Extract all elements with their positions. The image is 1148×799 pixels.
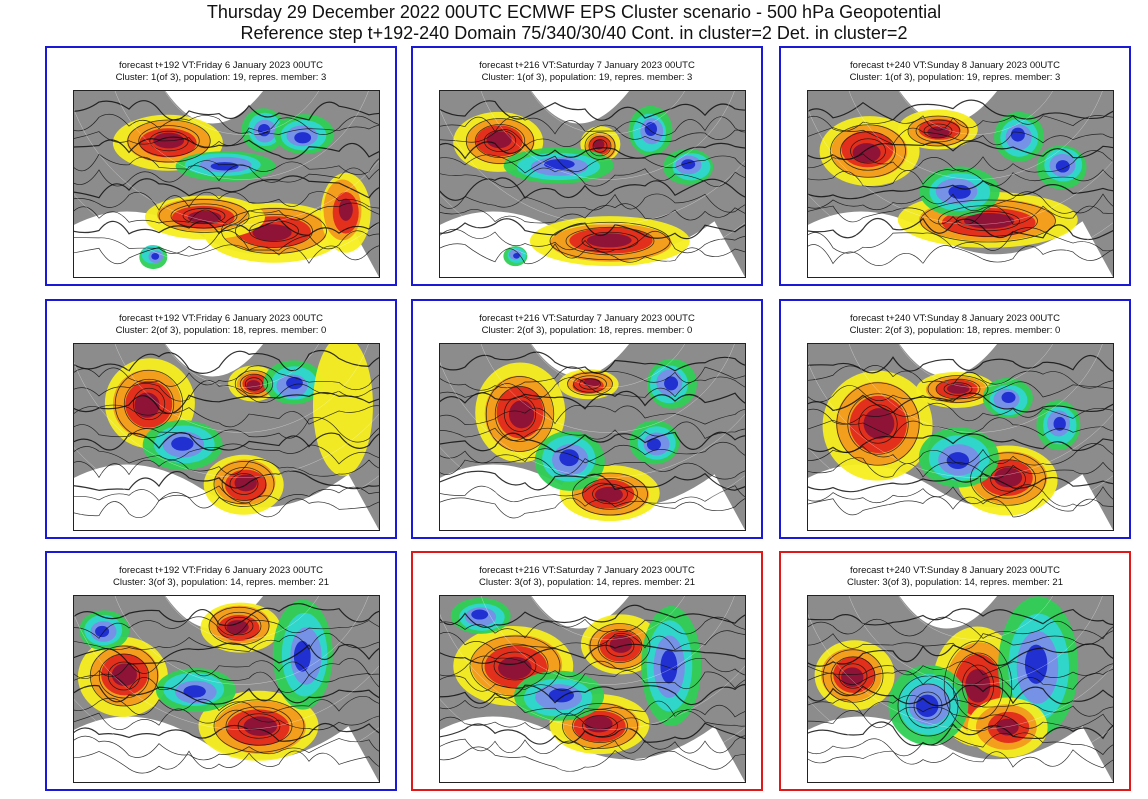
geopotential-map bbox=[807, 343, 1114, 531]
panel-cluster-label: Cluster: 3(of 3), population: 14, repres… bbox=[479, 577, 695, 588]
panel-forecast-label: forecast t+192 VT:Friday 6 January 2023 … bbox=[118, 60, 324, 71]
panel-cluster-label: Cluster: 1(of 3), population: 19, repres… bbox=[481, 72, 693, 83]
panel-cluster-label: Cluster: 2(of 3), population: 18, repres… bbox=[849, 325, 1061, 336]
panel-cluster1-t216: forecast t+216 VT:Saturday 7 January 202… bbox=[411, 46, 763, 286]
panel-cluster-label: Cluster: 3(of 3), population: 14, repres… bbox=[847, 577, 1063, 588]
panel-cluster-label: Cluster: 3(of 3), population: 14, repres… bbox=[113, 577, 329, 588]
panel-cluster3-t192: forecast t+192 VT:Friday 6 January 2023 … bbox=[45, 551, 397, 791]
geopotential-map bbox=[439, 595, 746, 783]
geopotential-map bbox=[439, 90, 746, 278]
panel-forecast-label: forecast t+216 VT:Saturday 7 January 202… bbox=[479, 60, 695, 71]
geopotential-map bbox=[807, 595, 1114, 783]
chart-title: Thursday 29 December 2022 00UTC ECMWF EP… bbox=[206, 2, 942, 22]
geopotential-map bbox=[73, 595, 380, 783]
panel-forecast-label: forecast t+216 VT:Saturday 7 January 202… bbox=[479, 565, 695, 576]
panel-forecast-label: forecast t+216 VT:Saturday 7 January 202… bbox=[479, 313, 695, 324]
panel-cluster-label: Cluster: 1(of 3), population: 19, repres… bbox=[849, 72, 1061, 83]
panel-cluster1-t192: forecast t+192 VT:Friday 6 January 2023 … bbox=[45, 46, 397, 286]
panel-cluster2-t240: forecast t+240 VT:Sunday 8 January 2023 … bbox=[779, 299, 1131, 539]
geopotential-map bbox=[73, 90, 380, 278]
panel-forecast-label: forecast t+192 VT:Friday 6 January 2023 … bbox=[118, 565, 324, 576]
panel-cluster-label: Cluster: 2(of 3), population: 18, repres… bbox=[481, 325, 693, 336]
panel-cluster3-t216: forecast t+216 VT:Saturday 7 January 202… bbox=[411, 551, 763, 791]
panel-cluster2-t216: forecast t+216 VT:Saturday 7 January 202… bbox=[411, 299, 763, 539]
panel-forecast-label: forecast t+240 VT:Sunday 8 January 2023 … bbox=[850, 60, 1060, 71]
panel-forecast-label: forecast t+240 VT:Sunday 8 January 2023 … bbox=[850, 565, 1060, 576]
chart-subtitle: Reference step t+192-240 Domain 75/340/3… bbox=[240, 23, 908, 43]
geopotential-map bbox=[807, 90, 1114, 278]
geopotential-map bbox=[439, 343, 746, 531]
geopotential-map bbox=[73, 343, 380, 531]
panel-forecast-label: forecast t+240 VT:Sunday 8 January 2023 … bbox=[850, 313, 1060, 324]
panel-cluster-label: Cluster: 1(of 3), population: 19, repres… bbox=[115, 72, 327, 83]
panel-cluster3-t240: forecast t+240 VT:Sunday 8 January 2023 … bbox=[779, 551, 1131, 791]
panel-forecast-label: forecast t+192 VT:Friday 6 January 2023 … bbox=[118, 313, 324, 324]
panel-cluster-label: Cluster: 2(of 3), population: 18, repres… bbox=[115, 325, 327, 336]
panel-cluster1-t240: forecast t+240 VT:Sunday 8 January 2023 … bbox=[779, 46, 1131, 286]
panel-cluster2-t192: forecast t+192 VT:Friday 6 January 2023 … bbox=[45, 299, 397, 539]
